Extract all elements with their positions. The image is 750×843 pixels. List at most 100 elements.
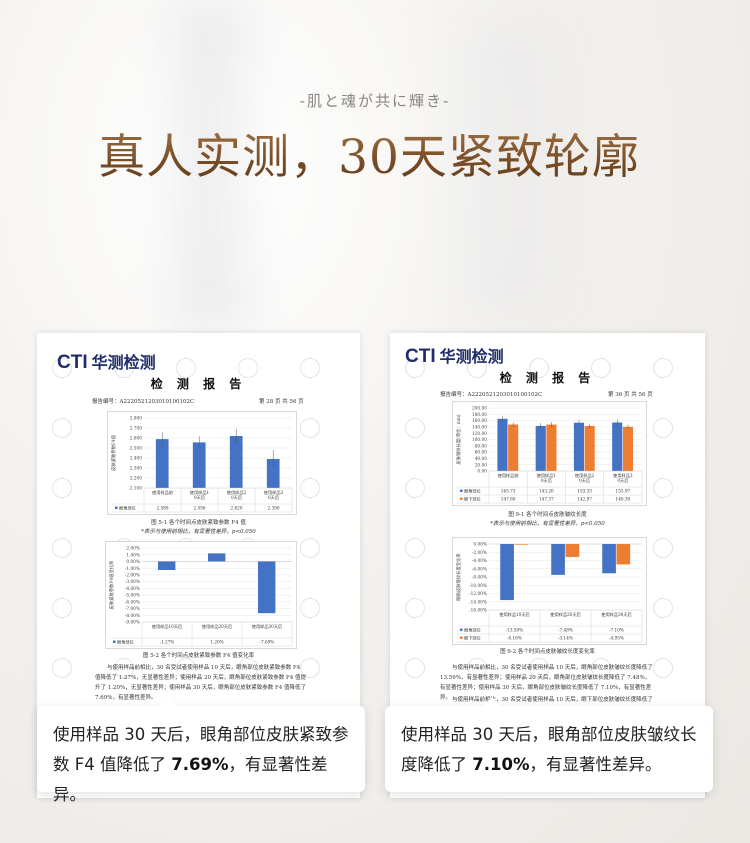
cti-watermark-icon [653,418,673,438]
bar [612,422,623,471]
data-label: 2.390 [268,506,280,511]
y-tick-label: 120.00 [472,432,487,437]
legend-swatch [113,640,116,643]
report-number: 报告编号：A2220521203010100102C [440,392,543,398]
cti-watermark-icon [591,358,611,378]
category-label: 使用样品20天后 [202,623,232,630]
callout-text: 使用样品 30 天后，眼角部位皮肤紧致参数 F4 值降低了 [53,725,349,774]
report-paragraph: 与使用样品前相比，30 名受试者使用样品 10 天后，眼角部位皮肤皱纹长度降低了… [440,665,653,701]
bar [551,544,565,575]
cti-watermark-icon [405,538,425,558]
cti-watermark-icon [405,598,425,618]
category-label: 0天后 [617,477,628,484]
category-label: 使用样品30天后 [601,611,631,618]
logo-text: 华测检测 [439,347,504,366]
data-label: 2.620 [231,506,243,511]
category-label: 0天后 [268,494,279,501]
data-label: 147.37 [539,497,554,502]
legend-label: 眼下部位 [464,635,481,642]
y-tick-label: 2.500 [130,447,143,452]
cti-watermark-icon [653,478,673,498]
category-label: 使用样品1 [190,489,210,496]
cti-watermark-icon [653,358,673,378]
cti-watermark-icon [405,418,425,438]
logo-mark: CTI [57,352,88,373]
callout-left: 使用样品 30 天后，眼角部位皮肤紧致参数 F4 值降低了 7.69%，有显著性… [37,697,365,804]
page-number: 第 28 页 共 56 页 [259,399,304,405]
cti-watermark-icon [467,358,487,378]
callout-right: 使用样品 30 天后，眼角部位皮肤皱纹长度降低了 7.10%，有显著性差异。 [385,697,713,792]
bar [584,425,595,471]
y-tick-label: 1.00% [126,553,140,558]
bar [508,424,519,471]
y-tick-label: -4.00% [125,587,140,592]
bar [514,544,529,545]
y-tick-label: 0.00% [473,543,487,548]
y-tick-label: -5.00% [125,594,140,599]
category-label: 使用样品前 [498,472,519,479]
page-title: 真人实测，30天紧致轮廓* [0,118,750,187]
callout-text: ，有显著性差异。 [53,755,328,804]
y-tick-label: 0.00% [126,560,140,565]
data-label: 153.97 [616,489,631,494]
bar [546,424,557,471]
legend-label: 眼角部位 [464,488,481,495]
callout-text: 使用样品 30 天后，眼角部位皮肤皱纹长度降低了 [401,725,697,774]
cti-logo: CTI 华测检测 [405,343,504,368]
y-tick-label: 2.600 [130,437,143,442]
figure-caption: 图 9-1 各个时间点皮肤皱纹长度 [508,512,587,518]
category-label: 0天后 [579,477,590,484]
y-tick-label: -6.00% [472,567,487,572]
cti-watermark-icon [238,658,258,678]
bar [229,436,243,488]
cti-watermark-icon [300,478,320,498]
title-text: 真人实测，30天紧致轮廓 [98,130,640,185]
callout-highlight: 7.69% [171,755,229,774]
y-tick-label: -14.00% [469,600,487,605]
y-tick-label: -7.00% [125,607,140,612]
callout-highlight: 7.10% [472,755,530,774]
figure-caption: 图 5-2 各个时间点皮肤紧致参数 F4 值变化率 [142,653,255,659]
bar [192,442,206,488]
cti-watermark-icon [653,598,673,618]
cti-watermark-icon [300,658,320,678]
bar [535,425,546,471]
figure-note: *表示与使用前相比，有显著性差异，p<0.050 [490,521,605,527]
cti-watermark-icon [529,658,549,678]
logo-text: 华测检测 [91,353,156,372]
cti-watermark-icon [52,598,72,618]
cti-watermark-icon [405,478,425,498]
category-label: 使用样品2 [227,489,247,496]
y-axis-label: 皮肤紧致参数F4值变化率 [108,560,115,609]
cti-watermark-icon [300,538,320,558]
category-label: 使用样品20天后 [550,611,580,618]
data-label: -1.27% [160,640,175,645]
cti-watermark-icon [114,658,134,678]
data-label: -13.59% [506,628,523,633]
background-light [150,0,270,330]
chart-wrinkle-change-rate: -16.00% -14.00% -12.00% -10.00% -8.00% -6.00%… [452,537,647,645]
legend-swatch [115,506,118,509]
chart-f4-change-rate: -9.00% -8.00% -7.00% -6.00% -5.00% -4.00% -3.0… [105,541,297,649]
y-tick-label: 20.00 [475,463,488,468]
report-paragraph: 与使用样品前相比，30 名受试者使用样品 10 天后，眼角部位皮肤紧致参数 F4… [95,665,307,701]
bar [616,544,631,565]
category-label: 0天后 [541,477,552,484]
category-label: 0天后 [194,494,205,501]
data-label: -7.48% [558,628,573,633]
y-axis-label: 皮肤皱纹长度(单位：mm) [455,414,462,464]
cti-watermark-icon [467,658,487,678]
cti-watermark-icon [591,658,611,678]
category-label: 使用样品前 [152,489,173,496]
chart-f4-values: 2.100 2.200 2.300 2.400 2.500 2.600 2.700 2.800… [107,411,297,515]
y-tick-label: 40.00 [475,457,488,462]
y-tick-label: 2.400 [130,457,143,462]
cti-watermark-icon [653,538,673,558]
y-tick-label: 160.00 [472,419,487,424]
y-tick-label: 2.800 [130,417,143,422]
legend-swatch [460,497,463,500]
bar [573,422,585,471]
y-axis-label: 皮肤紧致参数F4值 [110,434,117,470]
subtitle: -肌と魂が共に輝き- [299,92,451,110]
cti-watermark-icon [114,358,134,378]
